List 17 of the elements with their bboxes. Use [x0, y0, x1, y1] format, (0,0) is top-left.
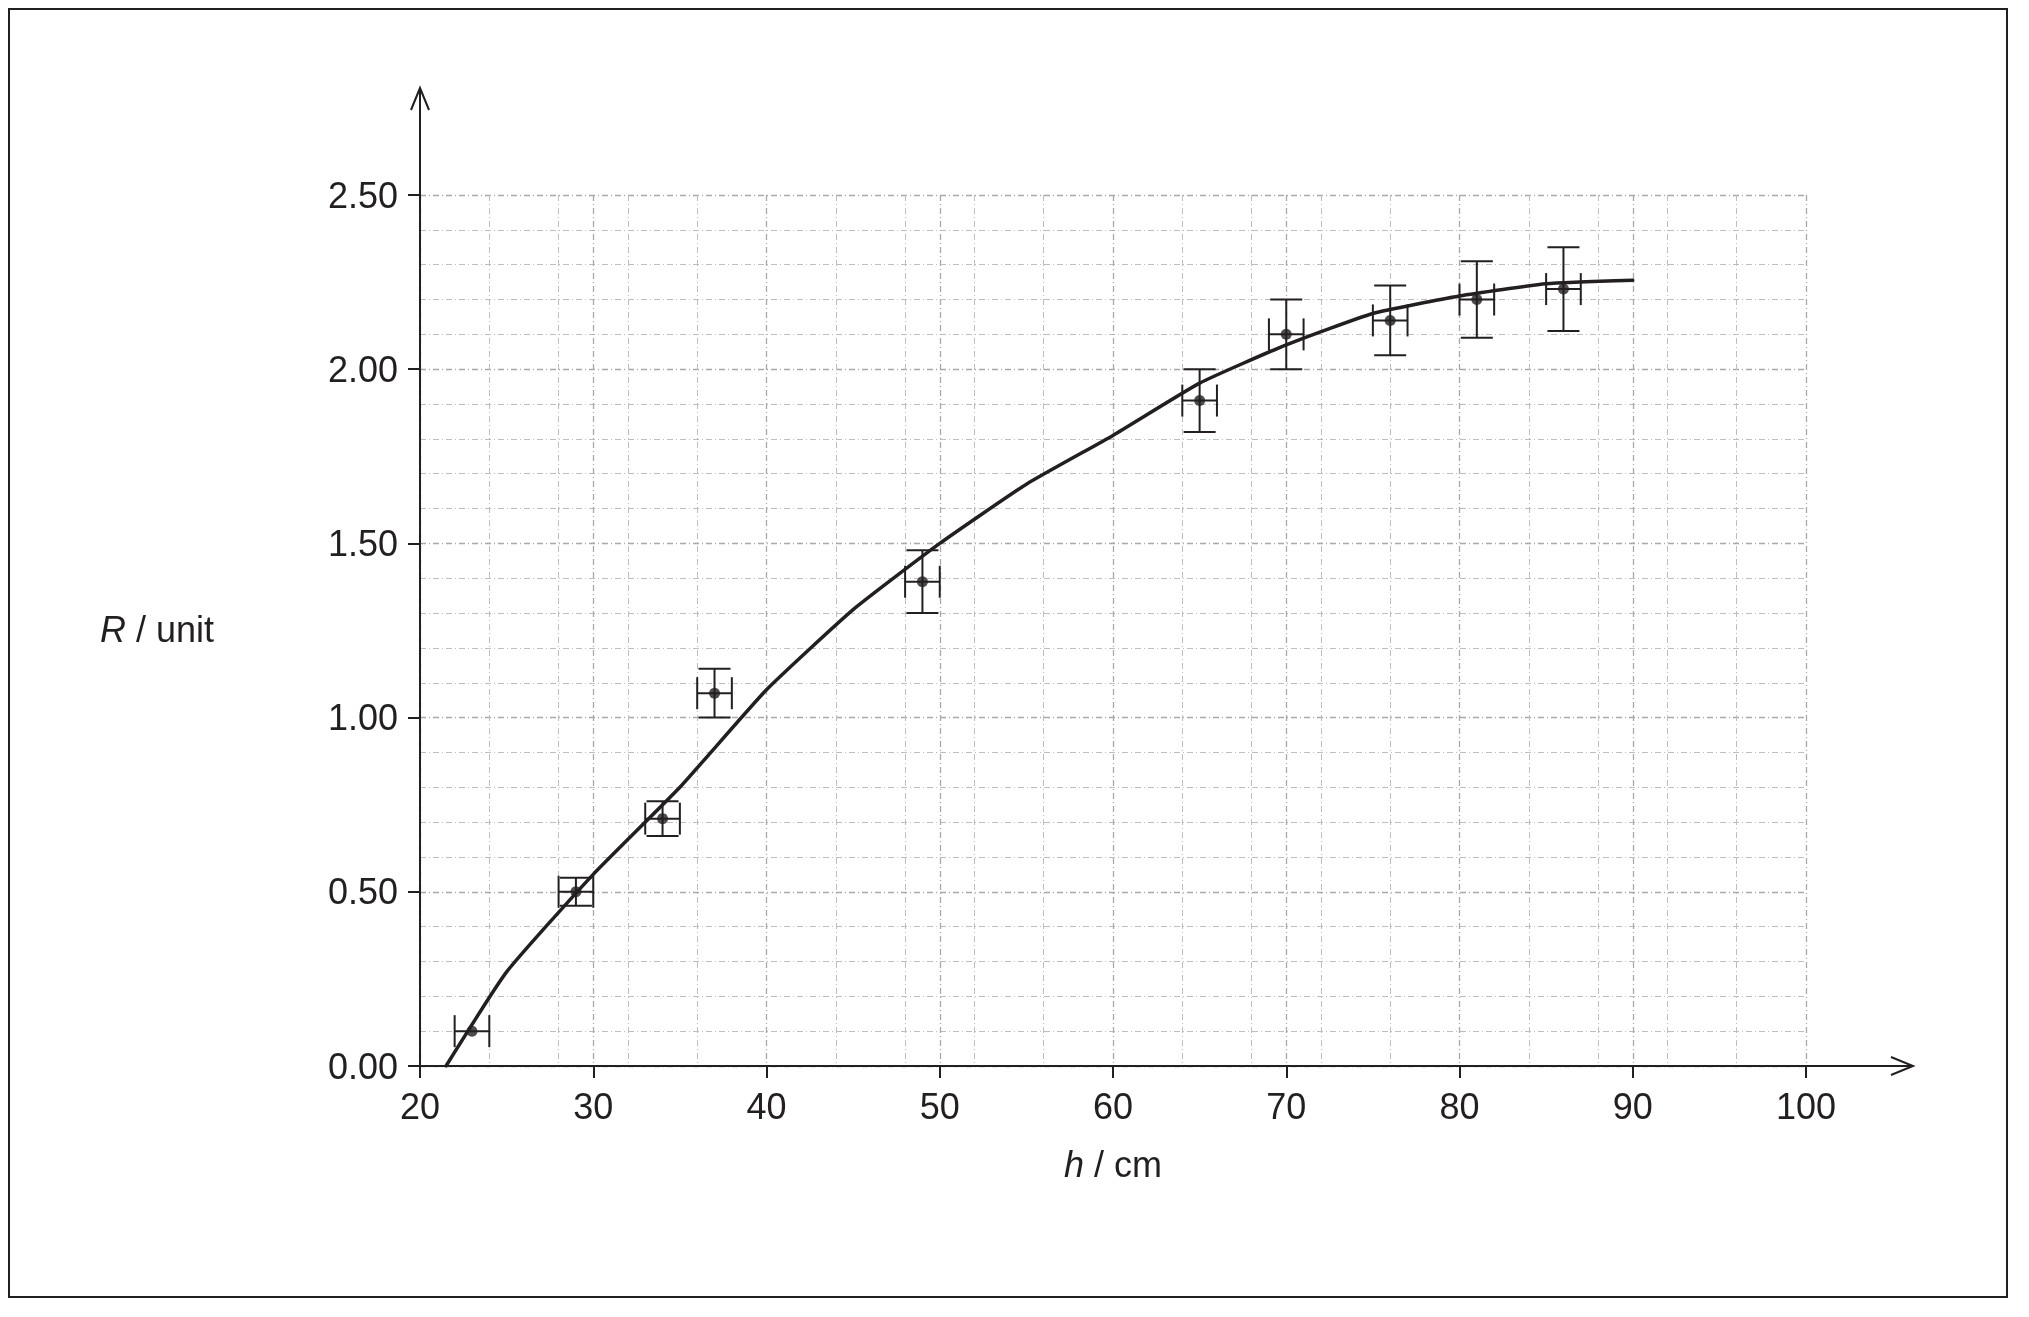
y-tick-label: 0.00 — [327, 1045, 398, 1087]
x-tick-label: 40 — [746, 1085, 787, 1127]
x-axis-title: h / cm — [1063, 1143, 1163, 1185]
x-tick-label: 70 — [1266, 1085, 1307, 1127]
x-tick-label: 60 — [1092, 1085, 1134, 1127]
y-tick-label: 2.50 — [327, 174, 398, 216]
y-tick-label: 1.50 — [327, 522, 398, 564]
x-tick-label: 50 — [919, 1085, 960, 1127]
y-tick-label: 1.00 — [327, 697, 398, 739]
x-tick-label: 30 — [573, 1085, 614, 1127]
y-tick-label: 0.50 — [327, 871, 398, 913]
x-tick-label: 80 — [1439, 1085, 1480, 1127]
y-axis-title: R / unit — [100, 608, 215, 651]
y-tick-label: 2.00 — [327, 348, 398, 390]
x-tick-label: 20 — [399, 1085, 441, 1127]
x-tick-label: 90 — [1612, 1085, 1653, 1127]
x-tick-label: 100 — [1775, 1085, 1837, 1127]
